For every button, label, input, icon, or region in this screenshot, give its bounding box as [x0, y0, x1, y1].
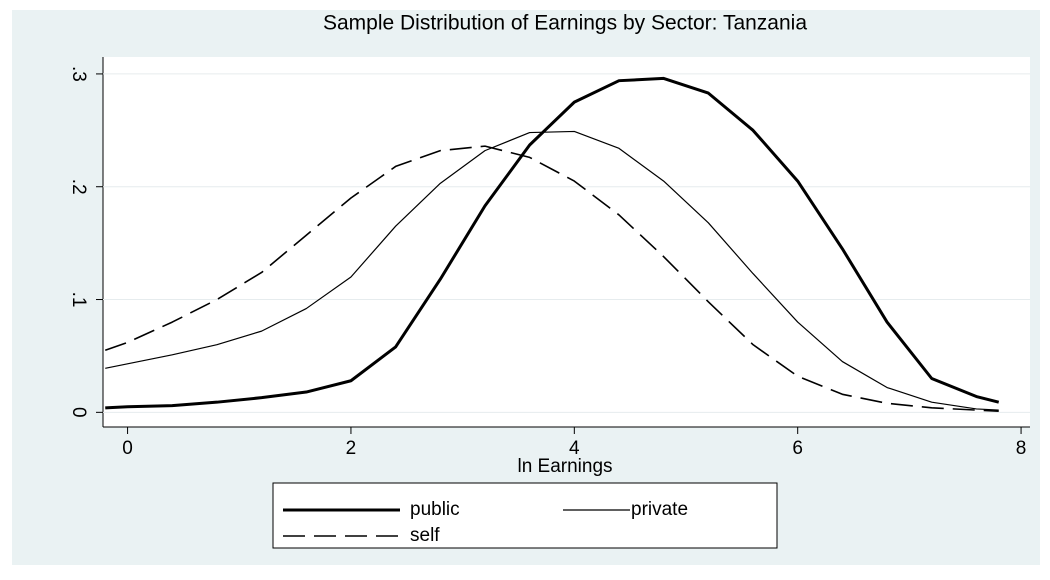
series-line [105, 76, 1000, 410]
y-tick-label: 0 [68, 407, 89, 418]
series-line [105, 130, 999, 411]
x-tick-label: 2 [346, 438, 357, 459]
x-tick-label: 8 [1016, 438, 1027, 459]
legend-box [272, 482, 778, 549]
y-tick-label: .2 [68, 179, 89, 195]
y-tick-label: .3 [68, 66, 89, 82]
legend-label: self [410, 525, 440, 546]
x-axis-label: ln Earnings [517, 456, 612, 477]
series-line [104, 145, 999, 413]
plot-area [103, 57, 1030, 427]
x-tick-label: 0 [122, 438, 133, 459]
chart-title: Sample Distribution of Earnings by Secto… [323, 12, 807, 35]
y-tick-label: .1 [68, 292, 89, 308]
legend-label: private [631, 499, 688, 520]
x-tick-label: 4 [569, 438, 580, 459]
x-tick-label: 6 [792, 438, 803, 459]
legend-label: public [410, 499, 460, 520]
